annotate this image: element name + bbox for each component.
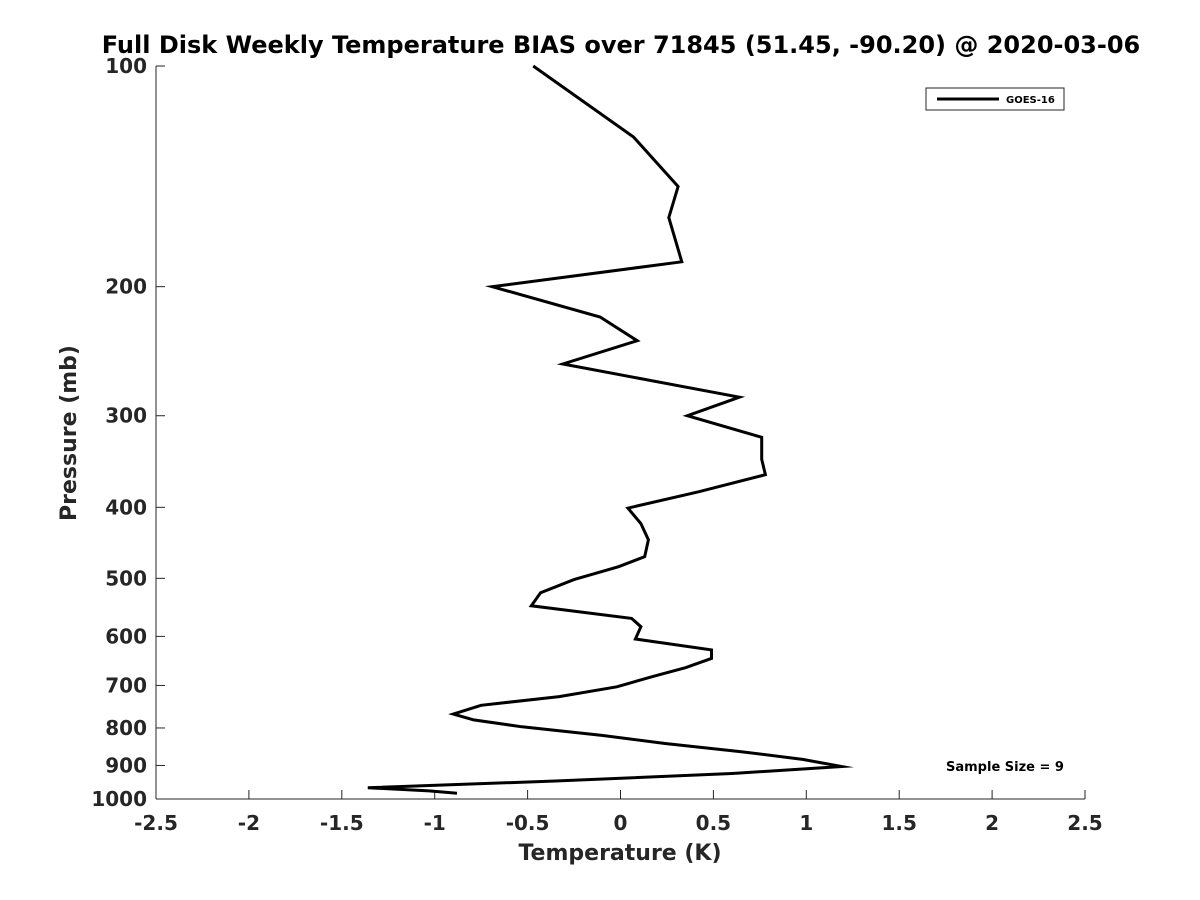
y-tick-label: 500 — [105, 566, 147, 590]
legend-entry-goes-16: GOES-16 — [1006, 95, 1055, 106]
y-tick-label: 200 — [105, 275, 147, 299]
y-axis-label: Pressure (mb) — [57, 345, 82, 521]
legend: GOES-16 — [925, 87, 1065, 111]
series-line-goes-16 — [367, 64, 854, 795]
y-tick-label: 700 — [105, 673, 147, 697]
y-tick-label: 800 — [105, 716, 147, 740]
x-tick-label: 0.5 — [696, 811, 731, 835]
x-tick-label: -2 — [238, 811, 260, 835]
x-tick-label: 2 — [985, 811, 999, 835]
x-tick-label: -1 — [424, 811, 446, 835]
x-tick-label: 1.5 — [881, 811, 916, 835]
sample-size-annotation: Sample Size = 9 — [946, 760, 1064, 775]
y-tick-label: 900 — [105, 753, 147, 777]
x-tick-label: 0 — [614, 811, 628, 835]
x-tick-label: 2.5 — [1067, 811, 1102, 835]
y-tick-label: 600 — [105, 624, 147, 648]
series-layer — [367, 64, 854, 795]
y-tick-label: 100 — [105, 54, 147, 78]
y-tick-label: 1000 — [91, 787, 147, 811]
y-ticks: 100 200 300 400 500 600 700 800 900 1000 — [91, 54, 165, 811]
x-tick-label: -0.5 — [506, 811, 550, 835]
y-tick-label: 400 — [105, 495, 147, 519]
x-tick-label: 1 — [799, 811, 813, 835]
x-ticks: -2.5 -2 -1.5 -1 -0.5 0 0.5 1 1.5 2 2.5 — [134, 790, 1103, 835]
x-axis-label: Temperature (K) — [518, 841, 721, 866]
x-tick-label: -1.5 — [320, 811, 364, 835]
axes — [155, 66, 1085, 800]
y-tick-label: 300 — [105, 404, 147, 428]
chart-title: Full Disk Weekly Temperature BIAS over 7… — [102, 31, 1141, 59]
x-tick-label: -2.5 — [134, 811, 178, 835]
